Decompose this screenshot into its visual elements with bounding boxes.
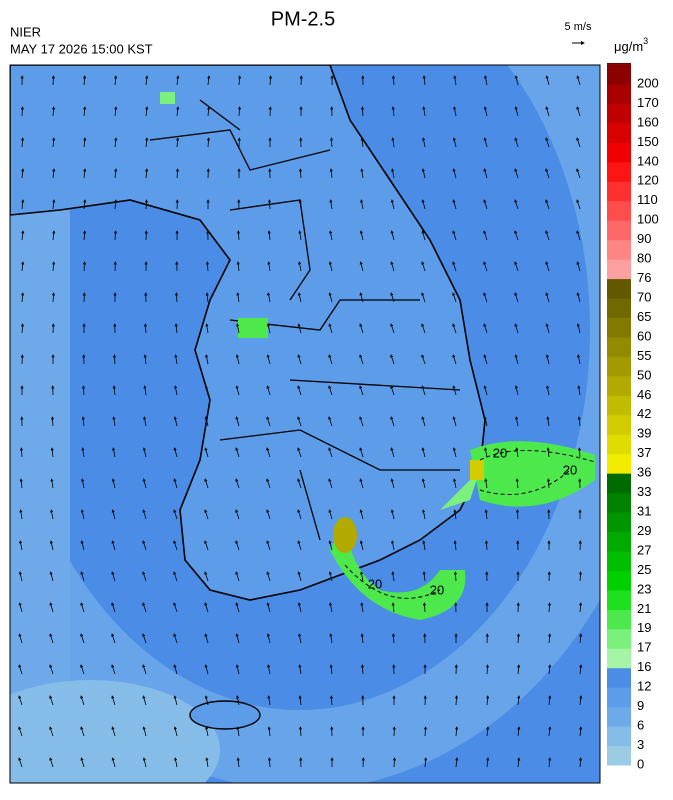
colorbar-segment — [607, 746, 631, 766]
colorbar-label: 55 — [637, 348, 651, 363]
colorbar-segment — [607, 590, 631, 610]
colorbar-label: 100 — [637, 212, 659, 227]
contour-label: 20 — [368, 576, 382, 591]
contour-label: 20 — [430, 582, 444, 597]
colorbar-label: 160 — [637, 114, 659, 129]
colorbar-label: 37 — [637, 445, 651, 460]
unit-base: μg/m — [614, 39, 643, 54]
colorbar-segment — [607, 415, 631, 435]
colorbar-segment — [607, 84, 631, 104]
colorbar-label: 50 — [637, 367, 651, 382]
colorbar-label: 31 — [637, 503, 651, 518]
colorbar-segment — [607, 551, 631, 571]
colorbar-segment — [607, 65, 631, 85]
colorbar-segment — [607, 337, 631, 357]
hotspot — [333, 517, 357, 553]
colorbar-label: 120 — [637, 173, 659, 188]
colorbar-label: 39 — [637, 426, 651, 441]
colorbar-label: 60 — [637, 328, 651, 343]
colorbar-segment — [607, 317, 631, 337]
colorbar-segment — [607, 454, 631, 474]
colorbar-label: 21 — [637, 601, 651, 616]
colorbar-label: 46 — [637, 387, 651, 402]
colorbar-label: 12 — [637, 679, 651, 694]
jeju — [190, 701, 260, 729]
colorbar-segment — [607, 629, 631, 649]
colorbar-segment — [607, 395, 631, 415]
colorbar-label: 3 — [637, 737, 644, 752]
colorbar-label: 19 — [637, 620, 651, 635]
colorbar-segment — [607, 240, 631, 260]
colorbar-segment — [607, 220, 631, 240]
colorbar-segment — [607, 376, 631, 396]
title: PM-2.5 — [271, 8, 335, 30]
unit: μg/m3 — [614, 36, 648, 54]
colorbar-label: 25 — [637, 562, 651, 577]
colorbar-label: 29 — [637, 523, 651, 538]
colorbar-label: 140 — [637, 153, 659, 168]
colorbar-label: 6 — [637, 718, 644, 733]
colorbar-top — [607, 63, 631, 65]
colorbar-segment — [607, 356, 631, 376]
map: 20 20 20 20 — [0, 0, 630, 795]
colorbar-label: 170 — [637, 95, 659, 110]
colorbar-segment — [607, 279, 631, 299]
patch — [160, 92, 175, 104]
colorbar-label: 65 — [637, 309, 651, 324]
colorbar-label: 200 — [637, 75, 659, 90]
colorbar-label: 23 — [637, 581, 651, 596]
colorbar: 0369121617192123252729313336373942465055… — [607, 63, 659, 771]
contour-label: 20 — [563, 462, 577, 477]
colorbar-segment — [607, 162, 631, 182]
colorbar-segment — [607, 473, 631, 493]
colorbar-label: 80 — [637, 251, 651, 266]
colorbar-segment — [607, 668, 631, 688]
colorbar-label: 0 — [637, 756, 644, 771]
colorbar-label: 70 — [637, 289, 651, 304]
colorbar-label: 150 — [637, 134, 659, 149]
colorbar-label: 16 — [637, 659, 651, 674]
agency: NIER — [10, 24, 41, 39]
colorbar-segment — [607, 512, 631, 532]
colorbar-segment — [607, 434, 631, 454]
colorbar-label: 33 — [637, 484, 651, 499]
timestamp: MAY 17 2026 15:00 KST — [10, 41, 153, 56]
colorbar-segment — [607, 201, 631, 221]
colorbar-segment — [607, 123, 631, 143]
colorbar-label: 42 — [637, 406, 651, 421]
colorbar-segment — [607, 259, 631, 279]
colorbar-label: 76 — [637, 270, 651, 285]
colorbar-label: 17 — [637, 640, 651, 655]
colorbar-label: 27 — [637, 542, 651, 557]
unit-exponent: 3 — [643, 36, 648, 46]
wind-scale: 5 m/s — [565, 21, 592, 33]
colorbar-segment — [607, 609, 631, 629]
colorbar-label: 90 — [637, 231, 651, 246]
colorbar-segment — [607, 532, 631, 552]
colorbar-segment — [607, 181, 631, 201]
colorbar-label: 36 — [637, 465, 651, 480]
colorbar-segment — [607, 570, 631, 590]
colorbar-segment — [607, 103, 631, 123]
hotspot — [470, 460, 484, 480]
colorbar-segment — [607, 707, 631, 727]
patch — [238, 318, 268, 338]
colorbar-segment — [607, 298, 631, 318]
contour-label: 20 — [493, 445, 507, 460]
colorbar-segment — [607, 726, 631, 746]
colorbar-segment — [607, 648, 631, 668]
colorbar-segment — [607, 687, 631, 707]
colorbar-label: 9 — [637, 698, 644, 713]
colorbar-segment — [607, 493, 631, 513]
colorbar-segment — [607, 142, 631, 162]
colorbar-label: 110 — [637, 192, 658, 207]
